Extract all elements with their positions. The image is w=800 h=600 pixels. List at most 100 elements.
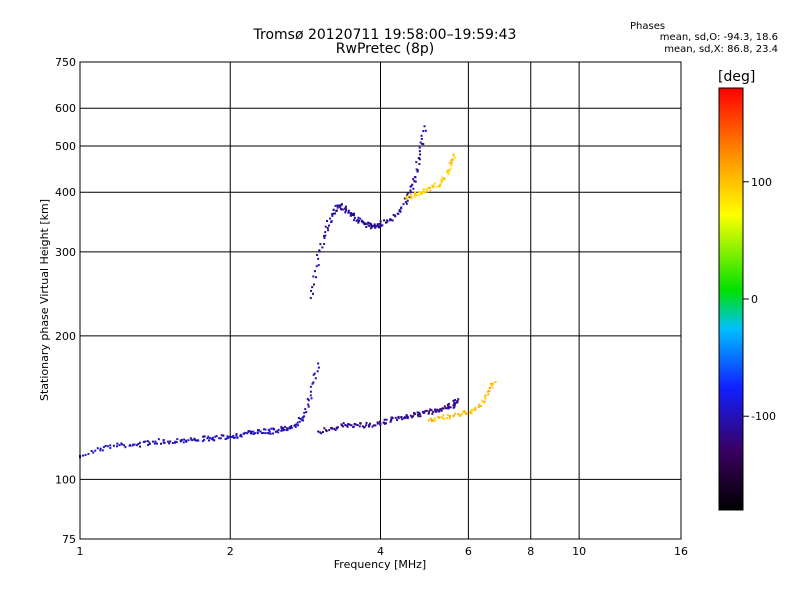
data-point (378, 222, 381, 225)
data-point (272, 427, 275, 430)
data-point (405, 202, 408, 205)
colorbar-tick-label: 0 (751, 293, 758, 306)
data-point (106, 445, 109, 448)
y-tick-label: 200 (55, 330, 76, 343)
data-point (433, 182, 436, 185)
data-point (429, 189, 432, 192)
data-point (339, 205, 342, 208)
data-point (451, 158, 454, 161)
data-point (220, 434, 223, 437)
data-point (445, 417, 448, 420)
colorbar (718, 87, 744, 511)
data-point (415, 168, 418, 171)
data-point (312, 275, 315, 278)
data-point (402, 203, 405, 206)
data-point (448, 417, 451, 420)
data-point (422, 130, 425, 133)
data-point (422, 410, 425, 413)
data-point (321, 431, 324, 434)
data-point (484, 397, 487, 400)
data-point (365, 223, 368, 226)
data-point (257, 429, 260, 432)
data-point (185, 440, 188, 443)
data-point (195, 439, 198, 442)
data-point (357, 216, 360, 219)
data-point (441, 176, 444, 179)
data-point (193, 437, 196, 440)
data-point (347, 211, 350, 214)
data-point (469, 410, 472, 413)
data-point (218, 437, 221, 440)
data-point (123, 444, 126, 447)
data-point (230, 436, 233, 439)
data-point (323, 242, 326, 245)
data-point (318, 250, 321, 253)
data-point (405, 414, 408, 417)
data-point (311, 286, 314, 289)
data-point (90, 450, 93, 453)
data-point (344, 209, 347, 212)
data-point (361, 425, 364, 428)
data-point (309, 390, 312, 393)
data-point (365, 424, 368, 427)
data-point (421, 192, 424, 195)
data-point (316, 370, 319, 373)
data-point (410, 197, 413, 200)
colorbar-tick-label: -100 (751, 410, 776, 423)
data-point (252, 430, 255, 433)
data-point (491, 382, 494, 385)
data-point (368, 422, 371, 425)
data-point (369, 227, 372, 230)
data-point (84, 454, 87, 457)
data-point (376, 224, 379, 227)
stats-x-mode: mean, sd,X: 86.8, 23.4 (664, 44, 778, 55)
data-point (307, 403, 310, 406)
data-point (274, 430, 277, 433)
data-point (294, 424, 297, 427)
data-point (259, 430, 262, 433)
data-point (171, 442, 174, 445)
data-point (336, 206, 339, 209)
data-point (244, 431, 247, 434)
data-point (488, 390, 491, 393)
data-point (174, 440, 177, 443)
data-point (413, 411, 416, 414)
data-point (465, 412, 468, 415)
data-point (339, 204, 342, 207)
data-point (132, 443, 135, 446)
data-point (128, 444, 131, 447)
data-point (323, 236, 326, 239)
data-point (440, 416, 443, 419)
data-point (453, 405, 456, 408)
data-point (264, 428, 267, 431)
data-point (213, 439, 216, 442)
data-point (289, 425, 292, 428)
stats-heading: Phases (630, 21, 666, 32)
data-point (142, 440, 145, 443)
data-point (397, 212, 400, 215)
data-point (148, 441, 151, 444)
y-tick-label: 500 (55, 140, 76, 153)
data-point (373, 223, 376, 226)
data-point (390, 218, 393, 221)
data-point (333, 427, 336, 430)
data-point (357, 221, 360, 224)
data-point (203, 438, 206, 441)
data-point (163, 441, 166, 444)
data-point (176, 438, 179, 441)
data-point (191, 439, 194, 442)
data-point (341, 208, 344, 211)
data-point (321, 246, 324, 249)
data-point (430, 419, 433, 422)
data-point (420, 192, 423, 195)
data-point (269, 432, 272, 435)
data-point (446, 170, 449, 173)
data-point (207, 435, 210, 438)
data-point (350, 424, 353, 427)
data-point (347, 209, 350, 212)
data-point (452, 399, 455, 402)
data-point (340, 203, 343, 206)
data-point (144, 440, 147, 443)
data-point (438, 410, 441, 413)
data-point (347, 423, 350, 426)
